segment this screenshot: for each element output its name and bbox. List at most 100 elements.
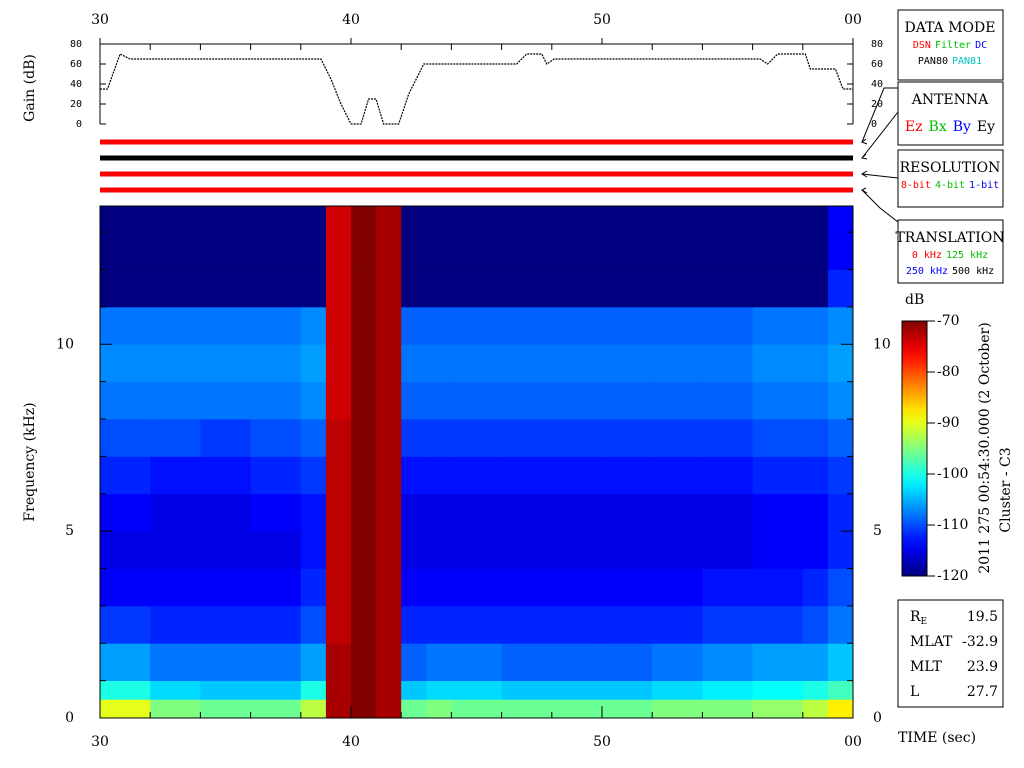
heat-cell [652,456,703,495]
heat-cell [827,381,854,420]
heat-cell [602,605,653,644]
info-value: 19.5 [967,609,998,625]
heat-cell [602,306,653,345]
heat-cell [150,643,201,682]
y-tick-label: 40 [871,79,883,90]
heat-cell [451,605,502,644]
heat-cell [250,643,302,682]
legend-item: PAN80 [918,56,948,67]
info-label: L [910,684,919,700]
heat-cell [602,643,653,682]
heat-cell [501,306,553,345]
heat-cell [802,680,829,700]
y-tick-label: 5 [873,523,882,539]
legend-row: PAN80 PAN81 [918,56,982,67]
info-label: RE [910,609,927,627]
heat-cell [551,643,603,682]
panel-box [897,219,1004,284]
heat-cell [200,456,251,495]
x-tick-label: 40 [342,12,360,28]
heat-cell [602,456,653,495]
heat-cell [100,206,151,270]
heat-cell [376,531,402,569]
heat-cell [300,206,327,270]
heat-cell [702,419,753,457]
heat-cell [602,493,653,532]
heat-cell [551,269,603,308]
heat-cell [200,381,251,420]
heat-cell [602,680,653,700]
heat-cell [100,419,151,457]
heat-cell [100,493,151,532]
heat-cell [752,269,804,308]
heat-cell [702,269,753,308]
y-tick-label: 80 [871,39,883,50]
info-label-text: L [910,684,919,700]
heat-cell [401,306,427,345]
heat-cell [802,531,829,569]
heat-cell [401,531,427,569]
heat-cell [100,306,151,345]
heat-cell [602,568,653,607]
heat-cell [451,269,502,308]
heat-cell [827,419,854,457]
heat-cell [802,381,829,420]
heat-cell [250,306,302,345]
heat-cell [802,206,829,270]
heat-cell [300,699,327,719]
info-label-text: MLT [910,659,942,675]
gain-line [100,53,853,125]
heat-cell [702,344,753,383]
colorbar-label: dB [905,292,924,308]
heat-cell [426,643,452,682]
heat-cell [602,531,653,569]
heat-cell [150,493,201,532]
heat-cell [702,381,753,420]
pointer-arrows [860,87,899,223]
heat-cell [376,456,402,495]
heat-cell [376,699,402,719]
legend-item: 4-bit [935,180,965,191]
heat-cell [401,699,427,719]
heat-cell [702,605,753,644]
colorbar-tick-label: -110 [937,517,968,533]
y-tick-label: 0 [76,119,82,130]
legend-item: Bx [929,119,947,135]
heat-cell [827,269,854,308]
heat-cell [602,269,653,308]
heat-cell [602,419,653,457]
heat-cell [325,568,352,607]
heat-cell [351,699,377,719]
heat-cell [551,605,603,644]
legend-item: 8-bit [901,180,931,191]
y-tick-label: 10 [56,336,74,352]
heat-cell [501,419,553,457]
info-value: 23.9 [967,659,998,675]
heat-cell [300,568,327,607]
heat-cell [451,680,502,700]
legend-row: 0 kHz 125 kHz [912,250,988,261]
heat-cell [752,605,804,644]
heat-cell [351,643,377,682]
legend-row: 250 kHz 500 kHz [906,266,994,277]
heat-cell [200,419,251,457]
heat-cell [300,381,327,420]
panel-box [897,81,1004,146]
heat-cell [376,643,402,682]
heat-cell [401,269,427,308]
y-tick-label: 40 [70,79,82,90]
heat-cell [652,531,703,569]
heat-cell [426,531,452,569]
heat-cell [351,568,377,607]
y-tick-label: 80 [70,39,82,50]
heat-cell [401,680,427,700]
y-tick-label: 0 [871,119,877,130]
heat-cell [802,605,829,644]
heat-cell [150,269,201,308]
heat-cell [250,344,302,383]
heat-cell [351,456,377,495]
heat-cell [652,206,703,270]
info-label-sub: E [921,617,928,627]
heat-cell [451,699,502,719]
heat-cell [802,643,829,682]
